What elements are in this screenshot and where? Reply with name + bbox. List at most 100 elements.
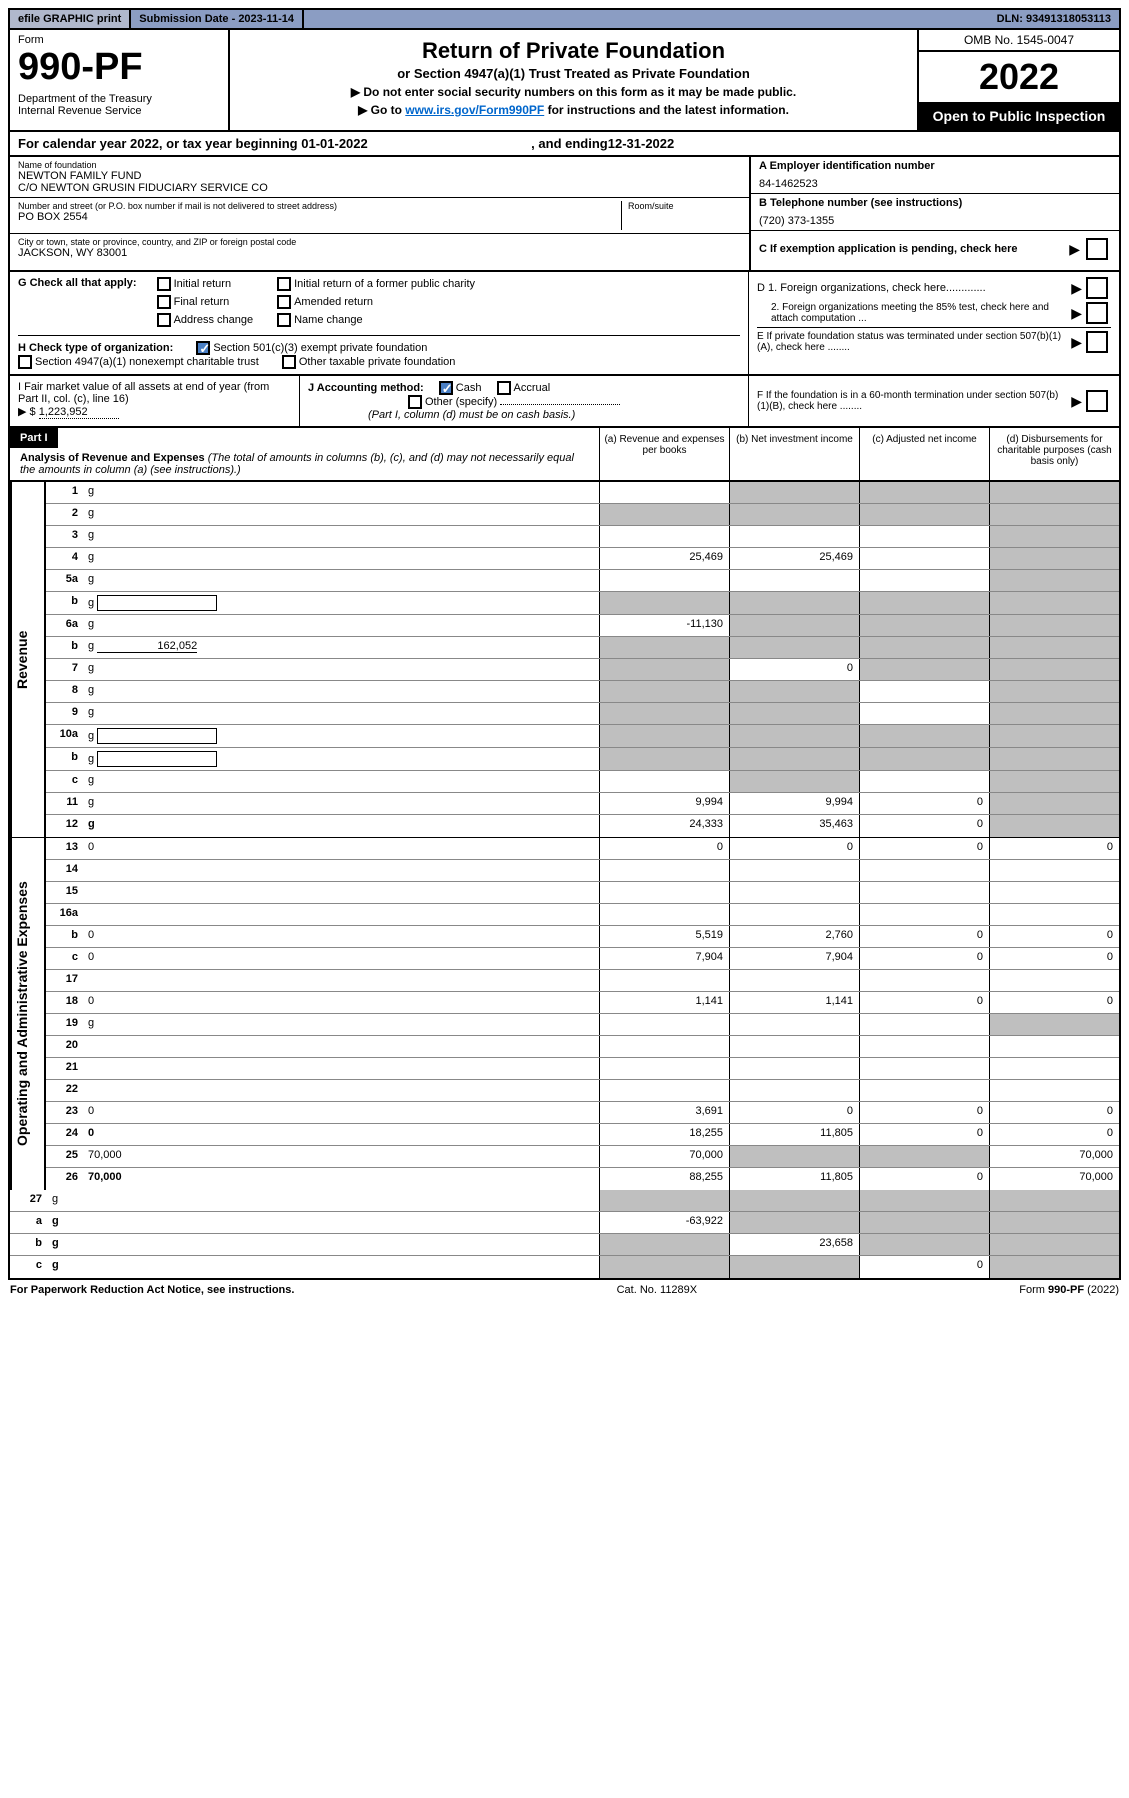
cell-value: 9,994: [729, 793, 859, 814]
col-b-header: (b) Net investment income: [729, 428, 859, 480]
d2-checkbox[interactable]: [1086, 302, 1108, 324]
line-number: 3: [46, 526, 84, 547]
cell-shaded: [859, 592, 989, 614]
ein-label: A Employer identification number: [759, 160, 1111, 172]
cell-value: [599, 526, 729, 547]
cell-value: 0: [859, 992, 989, 1013]
cell-value: [859, 1080, 989, 1101]
cell-shaded: [989, 637, 1119, 658]
cell-value: [729, 1036, 859, 1057]
table-row: 21: [46, 1058, 1119, 1080]
room-label: Room/suite: [628, 201, 741, 211]
cell-value: 0: [859, 815, 989, 837]
omb-number: OMB No. 1545-0047: [919, 30, 1119, 52]
part1-title: Analysis of Revenue and Expenses: [20, 452, 205, 464]
j-other[interactable]: Other (specify): [408, 396, 497, 408]
table-row: 19g: [46, 1014, 1119, 1036]
line-description: g: [84, 793, 599, 814]
cell-value: 88,255: [599, 1168, 729, 1190]
arrow-icon: ▶: [1069, 241, 1080, 258]
line-description: 70,000: [84, 1168, 599, 1190]
g-opt-amended[interactable]: Amended return: [277, 295, 475, 309]
g-opt-initial-former[interactable]: Initial return of a former public charit…: [277, 277, 475, 291]
g-opt-final[interactable]: Final return: [157, 295, 254, 309]
bottom-section: 27gag-63,922bg23,658cg0: [8, 1190, 1121, 1280]
cell-shaded: [989, 659, 1119, 680]
cell-value: 9,994: [599, 793, 729, 814]
line-number: 6a: [46, 615, 84, 636]
j-cash[interactable]: Cash: [439, 382, 482, 394]
goto-note: ▶ Go to www.irs.gov/Form990PF for instru…: [242, 103, 905, 117]
table-row: 17: [46, 970, 1119, 992]
e-label: E If private foundation status was termi…: [757, 331, 1067, 353]
h-opt3[interactable]: Other taxable private foundation: [282, 356, 456, 368]
cell-shaded: [599, 748, 729, 770]
line-description: g: [84, 659, 599, 680]
f-checkbox[interactable]: [1086, 390, 1108, 412]
cell-value: 0: [989, 1124, 1119, 1145]
line-description: g: [48, 1190, 599, 1211]
j-label: J Accounting method:: [308, 382, 424, 394]
cell-value: [859, 771, 989, 792]
cell-shaded: [859, 482, 989, 503]
irs-link[interactable]: www.irs.gov/Form990PF: [405, 103, 544, 117]
cell-value: 0: [989, 948, 1119, 969]
g-opt-name[interactable]: Name change: [277, 313, 475, 327]
line-description: g: [84, 615, 599, 636]
cell-shaded: [989, 1234, 1119, 1255]
cell-shaded: [599, 1190, 729, 1211]
h-opt2[interactable]: Section 4947(a)(1) nonexempt charitable …: [18, 356, 259, 368]
e-checkbox[interactable]: [1086, 331, 1108, 353]
g-h-row: G Check all that apply: Initial return I…: [8, 272, 1121, 376]
line-description: [84, 1036, 599, 1057]
table-row: 2303,691000: [46, 1102, 1119, 1124]
cell-shaded: [729, 1190, 859, 1211]
cell-value: [599, 1058, 729, 1079]
cell-shaded: [729, 1146, 859, 1167]
c-checkbox[interactable]: [1086, 238, 1108, 260]
line-description: g: [48, 1234, 599, 1255]
line-description: g: [84, 592, 599, 614]
part1-header: Part I Analysis of Revenue and Expenses …: [8, 428, 1121, 482]
line-number: c: [10, 1256, 48, 1278]
line-number: b: [46, 592, 84, 614]
cell-value: -11,130: [599, 615, 729, 636]
cell-value: [599, 1014, 729, 1035]
table-row: 20: [46, 1036, 1119, 1058]
table-row: cg: [46, 771, 1119, 793]
i-arrow: ▶ $: [18, 406, 36, 418]
line-number: 24: [46, 1124, 84, 1145]
identification-block: Name of foundation NEWTON FAMILY FUND C/…: [8, 157, 1121, 272]
line-number: 11: [46, 793, 84, 814]
page-title: Return of Private Foundation: [242, 38, 905, 64]
j-note: (Part I, column (d) must be on cash basi…: [368, 409, 575, 421]
cell-shaded: [859, 637, 989, 658]
cell-value: 24,333: [599, 815, 729, 837]
cell-value: 3,691: [599, 1102, 729, 1123]
table-row: 27g: [10, 1190, 1119, 1212]
cell-shaded: [729, 748, 859, 770]
line-description: 0: [84, 948, 599, 969]
efile-label[interactable]: efile GRAPHIC print: [10, 10, 131, 28]
g-label: G Check all that apply:: [18, 277, 137, 289]
j-accrual[interactable]: Accrual: [497, 382, 551, 394]
cell-shaded: [859, 1190, 989, 1211]
table-row: 1g: [46, 482, 1119, 504]
address-label: Number and street (or P.O. box number if…: [18, 201, 621, 211]
h-opt1[interactable]: Section 501(c)(3) exempt private foundat…: [196, 342, 427, 354]
submission-date: Submission Date - 2023-11-14: [131, 10, 304, 28]
c-label: C If exemption application is pending, c…: [759, 243, 1063, 255]
line-number: b: [46, 926, 84, 947]
cell-shaded: [729, 771, 859, 792]
g-opt-initial[interactable]: Initial return: [157, 277, 254, 291]
line-description: [84, 1058, 599, 1079]
g-opt-address[interactable]: Address change: [157, 313, 254, 327]
d1-checkbox[interactable]: [1086, 277, 1108, 299]
cell-value: 0: [729, 659, 859, 680]
line-description: g: [84, 526, 599, 547]
line-description: g: [48, 1212, 599, 1233]
line-description: g: [84, 681, 599, 702]
cell-value: [859, 526, 989, 547]
table-row: cg0: [10, 1256, 1119, 1278]
cell-value: [599, 1036, 729, 1057]
